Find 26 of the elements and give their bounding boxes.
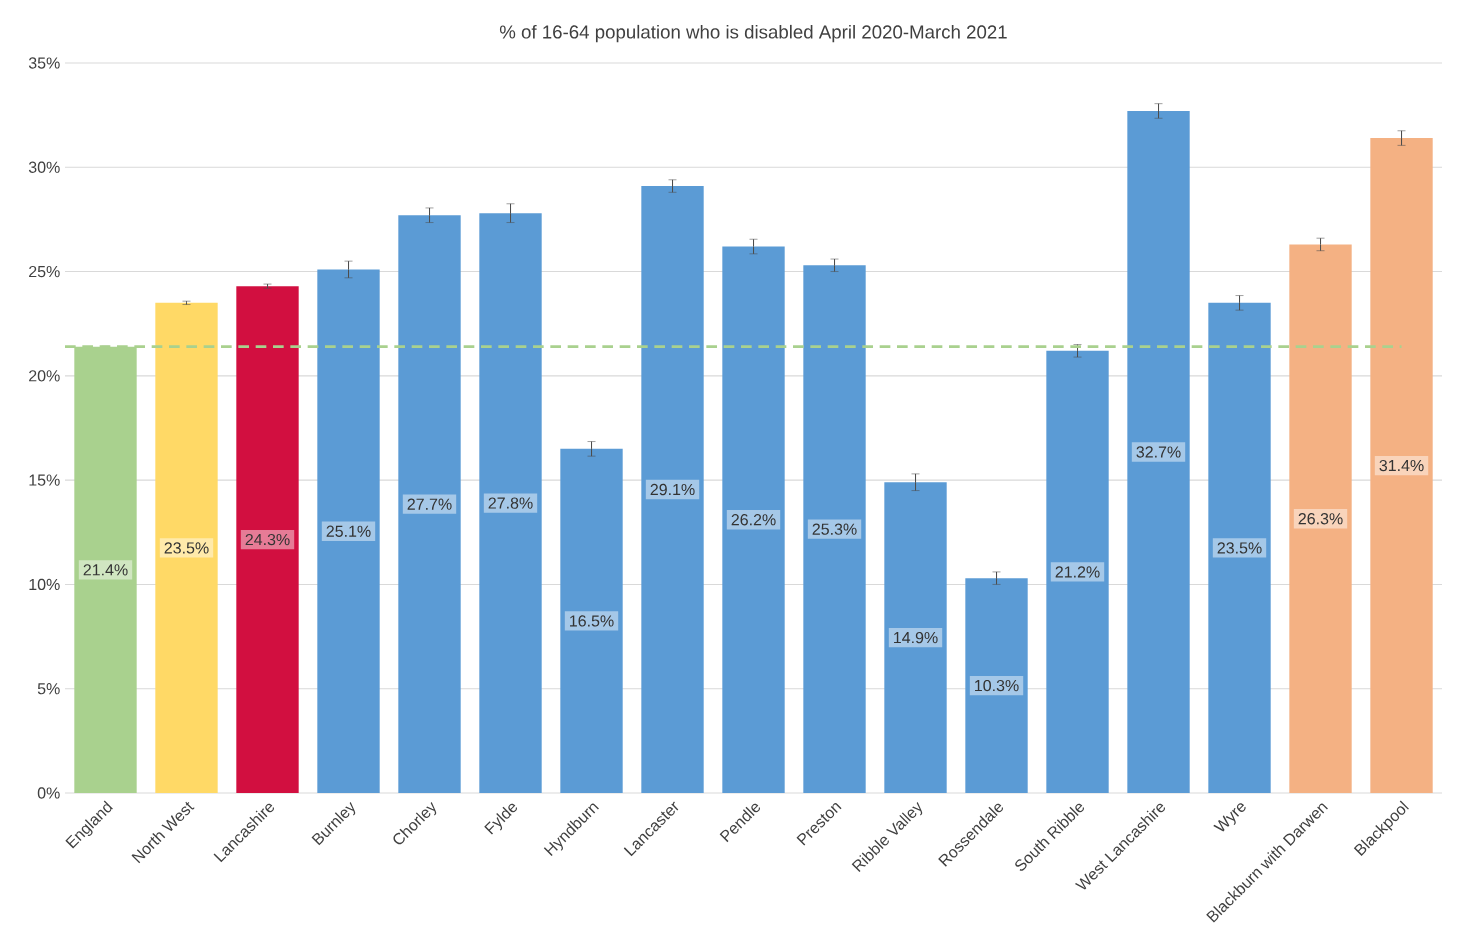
y-tick-label: 5% <box>37 683 60 695</box>
data-label: 27.8% <box>488 497 533 509</box>
data-label: 27.7% <box>407 498 452 510</box>
data-label: 16.5% <box>570 615 614 627</box>
y-tick-label: 20% <box>29 370 60 382</box>
data-label: 25.1% <box>326 525 371 537</box>
data-label: 29.1% <box>650 483 695 496</box>
data-label: 26.3% <box>1298 513 1343 525</box>
y-tick-label: 15% <box>29 474 60 486</box>
data-label: 25.3% <box>812 523 857 535</box>
chart-title: % of 16-64 population who is disabled April 2020-March 2021 <box>499 24 1007 43</box>
data-label: 21.2% <box>1055 566 1100 578</box>
data-label: 10.3% <box>975 679 1019 692</box>
data-label: 23.5% <box>164 542 209 554</box>
data-label: 31.4% <box>1379 459 1424 472</box>
y-tick-label: 10% <box>29 578 60 591</box>
y-tick-label: 0% <box>37 787 60 799</box>
y-tick-label: 35% <box>28 57 60 69</box>
y-tick-label: 30% <box>28 161 60 173</box>
data-label: 32.7% <box>1136 446 1181 458</box>
data-label: 26.2% <box>731 514 776 526</box>
data-label: 24.3% <box>245 533 290 546</box>
data-label: 21.4% <box>83 564 128 576</box>
data-label: 14.9% <box>894 631 938 644</box>
data-label: 23.5% <box>1217 542 1262 554</box>
y-tick-label: 25% <box>29 265 60 278</box>
